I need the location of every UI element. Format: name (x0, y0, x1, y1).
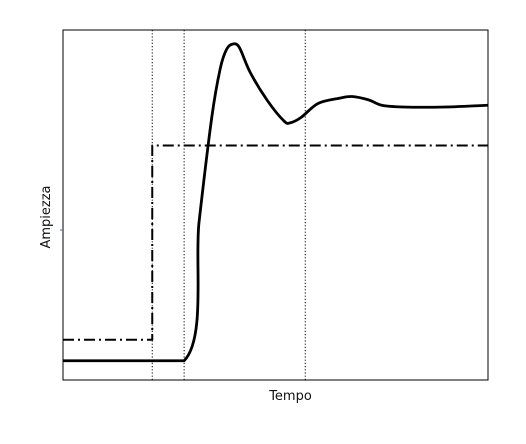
step-input-line (63, 144, 488, 341)
series-layer (62, 42, 489, 363)
plot-area-frame (62, 29, 489, 381)
y-axis-label: Ampiezza (39, 185, 54, 248)
response-curve (62, 42, 489, 363)
x-axis-label: Tempo (268, 389, 312, 404)
vertical-markers (151, 30, 306, 380)
